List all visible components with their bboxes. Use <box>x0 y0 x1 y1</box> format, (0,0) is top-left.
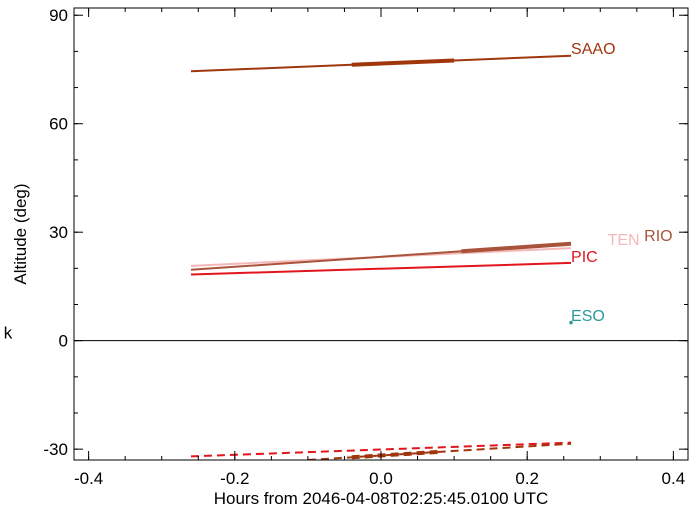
saao-highlight-segment <box>351 58 455 67</box>
pic-line <box>190 261 572 276</box>
ten-label: TEN <box>608 232 640 249</box>
series-5-line <box>190 441 572 458</box>
x-tick-label: -0.4 <box>74 469 103 488</box>
side-mark-label: k <box>3 324 13 343</box>
pic-label: PIC <box>571 249 598 266</box>
x-tick-label: 0.0 <box>369 469 393 488</box>
y-axis-label: Altitude (deg) <box>11 183 30 284</box>
rio-highlight-segment <box>461 241 572 254</box>
y-tick-label: 30 <box>49 223 68 242</box>
y-tick-label: 90 <box>49 6 68 25</box>
y-tick-label: -30 <box>43 440 68 459</box>
rio-label: RIO <box>644 228 672 245</box>
ticks-layer: -0.4 -0.2 0.0 0.2 0.4 -30 0 30 60 90 <box>43 6 688 488</box>
saao-label: SAAO <box>571 41 615 58</box>
eso-label: ESO <box>571 308 605 325</box>
series-labels-layer: SAAO TEN RIO PIC ESO <box>571 41 673 325</box>
y-tick-label: 60 <box>49 115 68 134</box>
x-tick-label: 0.2 <box>515 469 539 488</box>
x-tick-label: -0.2 <box>220 469 249 488</box>
eso-point <box>569 320 573 325</box>
series-layer <box>190 54 573 460</box>
y-tick-label: 0 <box>59 332 68 351</box>
series-6-highlight-segment <box>351 449 440 460</box>
x-axis-label: Hours from 2046-04-08T02:25:45.0100 UTC <box>214 489 549 508</box>
x-tick-label: 0.4 <box>662 469 686 488</box>
